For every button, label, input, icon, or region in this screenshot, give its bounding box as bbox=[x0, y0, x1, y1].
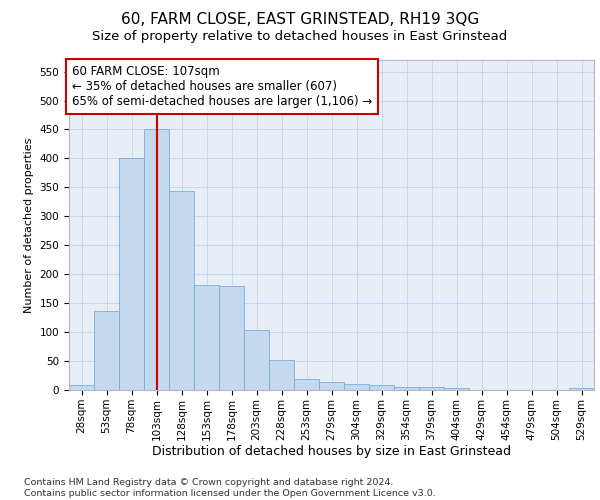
Y-axis label: Number of detached properties: Number of detached properties bbox=[24, 138, 34, 312]
Bar bbox=[444, 388, 469, 390]
Bar bbox=[369, 386, 394, 390]
Bar bbox=[219, 286, 244, 390]
Bar bbox=[319, 382, 344, 390]
Bar bbox=[144, 130, 169, 390]
Bar bbox=[244, 330, 269, 390]
Bar bbox=[69, 386, 94, 390]
Text: Contains HM Land Registry data © Crown copyright and database right 2024.
Contai: Contains HM Land Registry data © Crown c… bbox=[24, 478, 436, 498]
Bar bbox=[119, 158, 144, 390]
Text: Size of property relative to detached houses in East Grinstead: Size of property relative to detached ho… bbox=[92, 30, 508, 43]
Bar bbox=[344, 384, 369, 390]
Bar bbox=[294, 379, 319, 390]
Bar bbox=[169, 192, 194, 390]
Bar bbox=[419, 387, 444, 390]
X-axis label: Distribution of detached houses by size in East Grinstead: Distribution of detached houses by size … bbox=[152, 446, 511, 458]
Bar bbox=[194, 285, 219, 390]
Text: 60 FARM CLOSE: 107sqm
← 35% of detached houses are smaller (607)
65% of semi-det: 60 FARM CLOSE: 107sqm ← 35% of detached … bbox=[71, 65, 372, 108]
Bar bbox=[94, 310, 119, 390]
Text: 60, FARM CLOSE, EAST GRINSTEAD, RH19 3QG: 60, FARM CLOSE, EAST GRINSTEAD, RH19 3QG bbox=[121, 12, 479, 28]
Bar bbox=[569, 388, 594, 390]
Bar bbox=[269, 360, 294, 390]
Bar bbox=[394, 387, 419, 390]
